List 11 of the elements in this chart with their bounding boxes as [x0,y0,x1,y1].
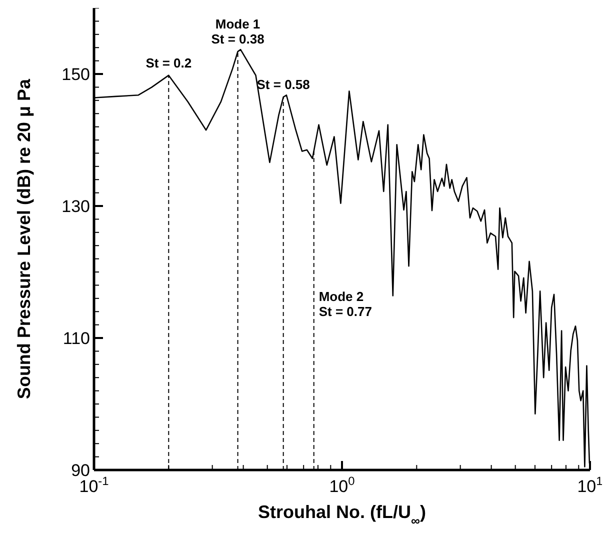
annotation: Mode 1 St = 0.38 [211,16,264,47]
y-axis-title: Sound Pressure Level (dB) re 20 μ Pa [14,78,34,400]
y-tick-label: 130 [62,197,90,216]
y-tick-label: 90 [71,461,90,480]
y-tick-label: 110 [62,329,90,348]
annotation: St = 0.2 [146,55,192,70]
y-tick-label: 150 [62,65,90,84]
x-tick-label: 10$^{1}$ [577,474,604,496]
x-axis-title: Strouhal No. (fL/U$_{∞}$) [258,502,426,528]
annotation: Mode 2 St = 0.77 [318,289,372,320]
x-tick-label: 10$^{0}$ [329,474,356,496]
